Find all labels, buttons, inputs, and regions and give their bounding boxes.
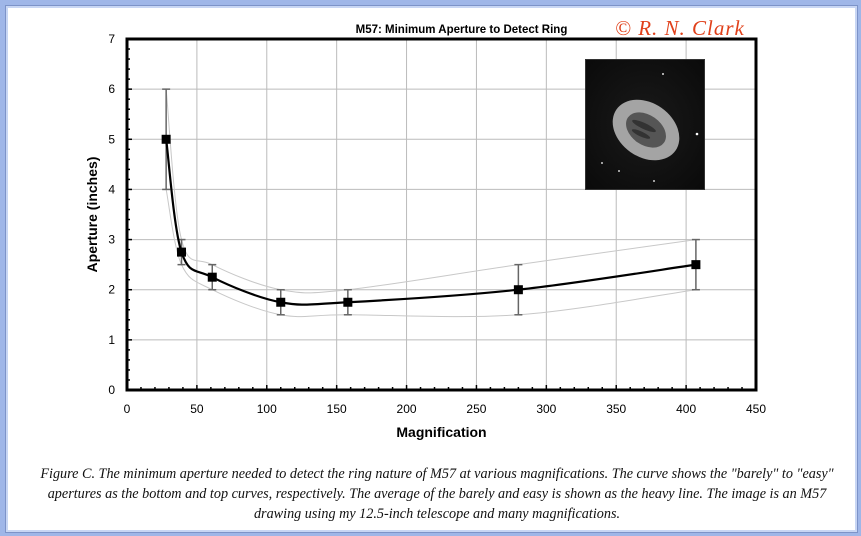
data-point (207, 272, 217, 282)
x-tick-label: 50 (190, 402, 204, 416)
barely-curve (165, 189, 696, 318)
x-tick-label: 150 (327, 402, 347, 416)
data-point (177, 247, 187, 257)
plot-frame (125, 37, 758, 392)
y-tick-label: 6 (108, 82, 115, 96)
figure-panel: 0 50 100 150 200 250 300 350 400 450 0 1 2 3 4 5 6 7 M57: … (5, 5, 858, 533)
y-tick-label: 2 (108, 283, 115, 297)
x-tick-label: 0 (124, 402, 131, 416)
chart: 0 50 100 150 200 250 300 350 400 450 0 1 2 3 4 5 6 7 M57: … (84, 24, 766, 440)
x-axis-label: Magnification (396, 424, 486, 440)
y-tick-label: 5 (108, 132, 115, 146)
x-tick-label: 300 (536, 402, 556, 416)
y-tick-label: 1 (108, 333, 115, 347)
x-tick-label: 100 (257, 402, 277, 416)
easy-curve (165, 89, 696, 294)
x-tick-label: 200 (397, 402, 417, 416)
data-point (276, 297, 286, 307)
y-tick-label: 7 (108, 32, 115, 46)
chart-title: M57: Minimum Aperture to Detect Ring (356, 24, 568, 36)
data-point (691, 260, 701, 270)
y-tick-label: 4 (108, 182, 115, 196)
x-tick-label: 400 (676, 402, 696, 416)
y-tick-label: 3 (108, 233, 115, 247)
x-tick-label: 250 (466, 402, 486, 416)
y-tick-label: 0 (108, 383, 115, 397)
y-axis-label: Aperture (inches) (84, 157, 100, 273)
copyright-watermark: © R. N. Clark (615, 16, 745, 40)
x-tick-label: 350 (606, 402, 626, 416)
m57-drawing-image (585, 59, 705, 190)
data-point (513, 285, 523, 295)
x-tick-label: 450 (746, 402, 766, 416)
figure-caption: Figure C. The minimum aperture needed to… (40, 466, 834, 522)
data-point (161, 134, 171, 144)
data-point (343, 297, 353, 307)
